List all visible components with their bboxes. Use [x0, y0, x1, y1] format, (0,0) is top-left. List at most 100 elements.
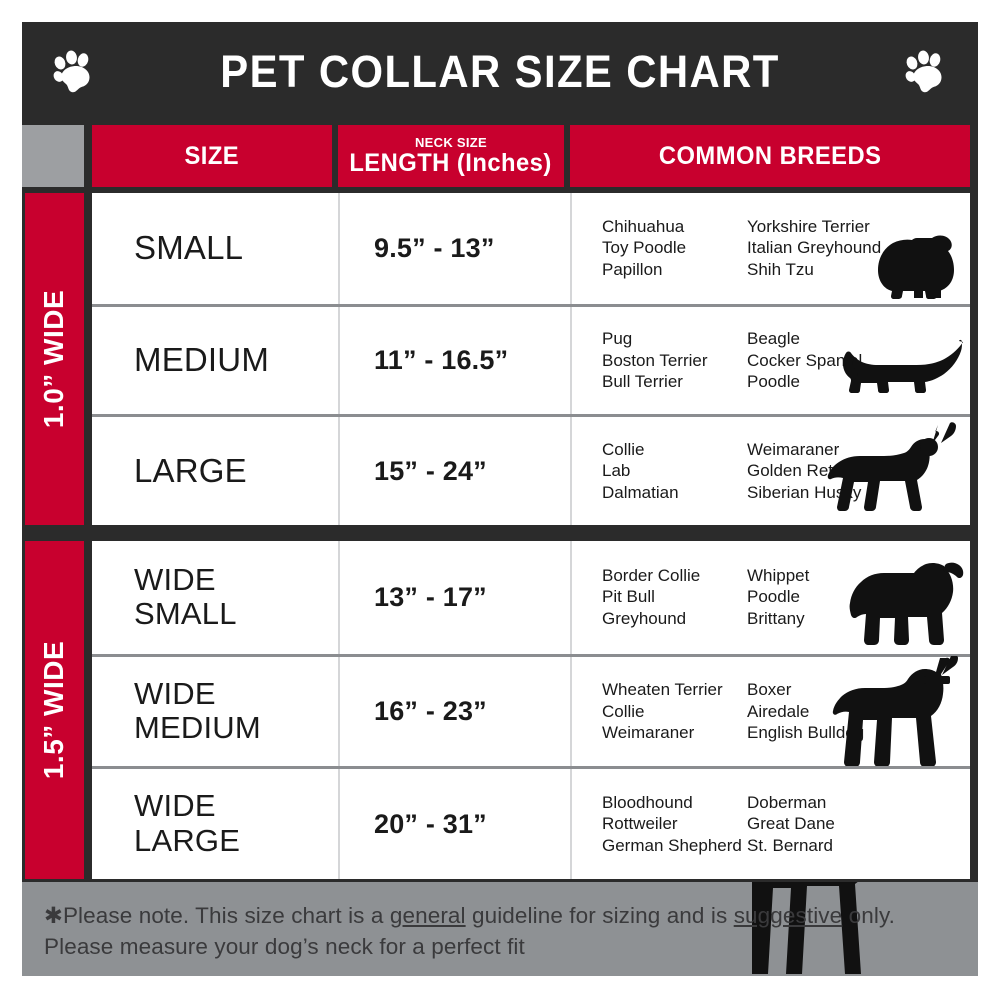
section-wide-width: 1.5” WIDE WIDE SMALL 13” - 17” Border Col…	[22, 538, 978, 882]
breed-list-primary: Collie Lab Dalmatian	[602, 439, 747, 504]
cell-length: 11” - 16.5”	[374, 344, 509, 375]
table-row: WIDE SMALL 13” - 17” Border Collie Pit Bu…	[92, 541, 970, 654]
breed-item: Dalmatian	[602, 483, 679, 503]
breed-item: Beagle	[747, 328, 800, 348]
cell-size: LARGE	[134, 451, 247, 489]
breed-list-primary: Bloodhound Rottweiler German Shepherd	[602, 792, 747, 857]
breed-item: Weimaraner	[747, 439, 840, 459]
cell-length: 16” - 23”	[374, 695, 487, 726]
footer-note-part: only.	[842, 903, 895, 928]
footer-note-part: guideline for sizing and is	[465, 903, 734, 928]
breed-item: English Bulldog	[747, 723, 865, 743]
breed-item: Poodle	[747, 372, 800, 392]
breed-item: Toy Poodle	[602, 238, 687, 258]
section-label-text: 1.5” WIDE	[38, 640, 70, 780]
breed-item: Collie	[602, 701, 645, 721]
cell-length: 20” - 31”	[374, 808, 487, 839]
header-cell-size: SIZE	[92, 125, 332, 187]
cell-size-text: WIDE MEDIUM	[134, 675, 261, 746]
breed-item: Boxer	[747, 679, 792, 699]
breed-item: Papillon	[602, 260, 663, 280]
header-corner-cell	[22, 125, 84, 187]
section-label-1-5-wide: 1.5” WIDE	[25, 541, 84, 879]
breed-item: Yorkshire Terrier	[747, 216, 870, 236]
header-cell-length: NECK SIZE LENGTH (Inches)	[338, 125, 564, 187]
footer-note-line-1: ✱Please note. This size chart is a gener…	[44, 900, 956, 931]
doberman-silhouette-icon	[750, 882, 930, 976]
cell-breeds: Pug Boston Terrier Bull Terrier Beagle C…	[572, 307, 970, 415]
cell-size-text: WIDE LARGE	[134, 788, 241, 859]
cell-size: WIDE LARGE	[92, 769, 338, 879]
breed-list-secondary: Weimaraner Golden Retriever Siberian Hus…	[747, 439, 876, 504]
breed-item: Brittany	[747, 609, 805, 629]
breed-item: Rottweiler	[602, 814, 678, 834]
footer-note-line-2: Please measure your dog’s neck for a per…	[44, 934, 525, 960]
breed-list-secondary: Whippet Poodle Brittany	[747, 565, 809, 630]
cell-length: 15” - 24”	[374, 455, 487, 486]
footer-note-emphasis-general: general	[389, 903, 466, 928]
footer-note-part: ✱Please note. This size chart is a	[44, 903, 390, 928]
footer-note-text: ✱Please note. This size chart is a gener…	[44, 900, 956, 962]
paw-print-icon	[50, 49, 98, 95]
cell-breeds: Chihuahua Toy Poodle Papillon Yorkshire …	[572, 193, 970, 304]
breed-item: German Shepherd	[602, 836, 742, 856]
breed-item: Bloodhound	[602, 792, 693, 812]
bulldog-silhouette-icon	[810, 541, 970, 654]
cell-size: SMALL	[134, 228, 244, 266]
breed-item: Bull Terrier	[602, 372, 683, 392]
cell-length: 13” - 17”	[374, 581, 487, 612]
breed-item: Pug	[602, 328, 633, 348]
section-label-1-0-wide: 1.0” WIDE	[25, 193, 84, 525]
breed-list-secondary: Boxer Airedale English Bulldog	[747, 679, 864, 744]
breed-list-primary: Pug Boston Terrier Bull Terrier	[602, 328, 747, 393]
breed-item: Whippet	[747, 565, 810, 585]
cell-size-text: WIDE SMALL	[134, 561, 237, 632]
column-header-row: SIZE NECK SIZE LENGTH (Inches) COMMON BR…	[22, 122, 978, 190]
cell-size: WIDE SMALL	[92, 541, 338, 654]
breed-item: St. Bernard	[747, 836, 833, 856]
header-breeds-label: COMMON BREEDS	[658, 141, 882, 170]
breed-item: Chihuahua	[602, 216, 685, 236]
breed-item: Weimaraner	[602, 723, 695, 743]
cell-breeds: Collie Lab Dalmatian Weimaraner Golden R…	[572, 417, 970, 525]
breed-list-secondary: Yorkshire Terrier Italian Greyhound Shih…	[747, 216, 881, 281]
breed-item: Collie	[602, 439, 645, 459]
breed-list-primary: Border Collie Pit Bull Greyhound	[602, 565, 747, 630]
breed-item: Shih Tzu	[747, 260, 814, 280]
header-size-label: SIZE	[184, 141, 240, 170]
table-row: MEDIUM 11” - 16.5” Pug Boston Terrier Bu…	[92, 303, 970, 415]
page-title: PET COLLAR SIZE CHART	[220, 46, 780, 97]
paw-print-icon	[902, 49, 950, 95]
breed-item: Poodle	[747, 587, 800, 607]
table-row: LARGE 15” - 24” Collie Lab Dalmatian Wei…	[92, 414, 970, 525]
size-table-body: 1.0” WIDE SMALL 9.5” - 13” Chihuahua Toy…	[22, 190, 978, 882]
section-label-text: 1.0” WIDE	[38, 289, 70, 429]
table-row: SMALL 9.5” - 13” Chihuahua Toy Poodle Pa…	[92, 193, 970, 304]
breed-item: Lab	[602, 461, 631, 481]
breed-item: Boston Terrier	[602, 350, 708, 370]
table-row: WIDE MEDIUM 16” - 23” Wheaten Terrier Col…	[92, 653, 970, 768]
cell-size: WIDE MEDIUM	[92, 657, 338, 767]
breed-list-secondary: Beagle Cocker Spaniel Poodle	[747, 328, 862, 393]
breed-item: Cocker Spaniel	[747, 350, 863, 370]
breed-item: Pit Bull	[602, 587, 655, 607]
header-length-label: LENGTH (Inches)	[349, 149, 553, 178]
breed-list-primary: Chihuahua Toy Poodle Papillon	[602, 216, 747, 281]
breed-item: Wheaten Terrier	[602, 679, 723, 699]
breed-item: Italian Greyhound	[747, 238, 882, 258]
cell-breeds: Border Collie Pit Bull Greyhound Whippet…	[572, 541, 970, 654]
breed-list-primary: Wheaten Terrier Collie Weimaraner	[602, 679, 747, 744]
cell-breeds: Wheaten Terrier Collie Weimaraner Boxer …	[572, 656, 970, 768]
title-bar: PET COLLAR SIZE CHART	[22, 22, 978, 122]
breed-item: Border Collie	[602, 565, 701, 585]
breed-item: Doberman	[747, 792, 827, 812]
breed-list-secondary: Doberman Great Dane St. Bernard	[747, 792, 835, 857]
footer-note: ✱Please note. This size chart is a gener…	[22, 882, 978, 976]
cell-size: MEDIUM	[134, 341, 270, 378]
breed-item: Golden Retriever	[747, 461, 876, 481]
breed-item: Great Dane	[747, 814, 835, 834]
breed-item: Siberian Husky	[747, 483, 862, 503]
cell-length: 9.5” - 13”	[374, 232, 495, 263]
table-row: WIDE LARGE 20” - 31” Bloodhound Rottweile…	[92, 766, 970, 879]
